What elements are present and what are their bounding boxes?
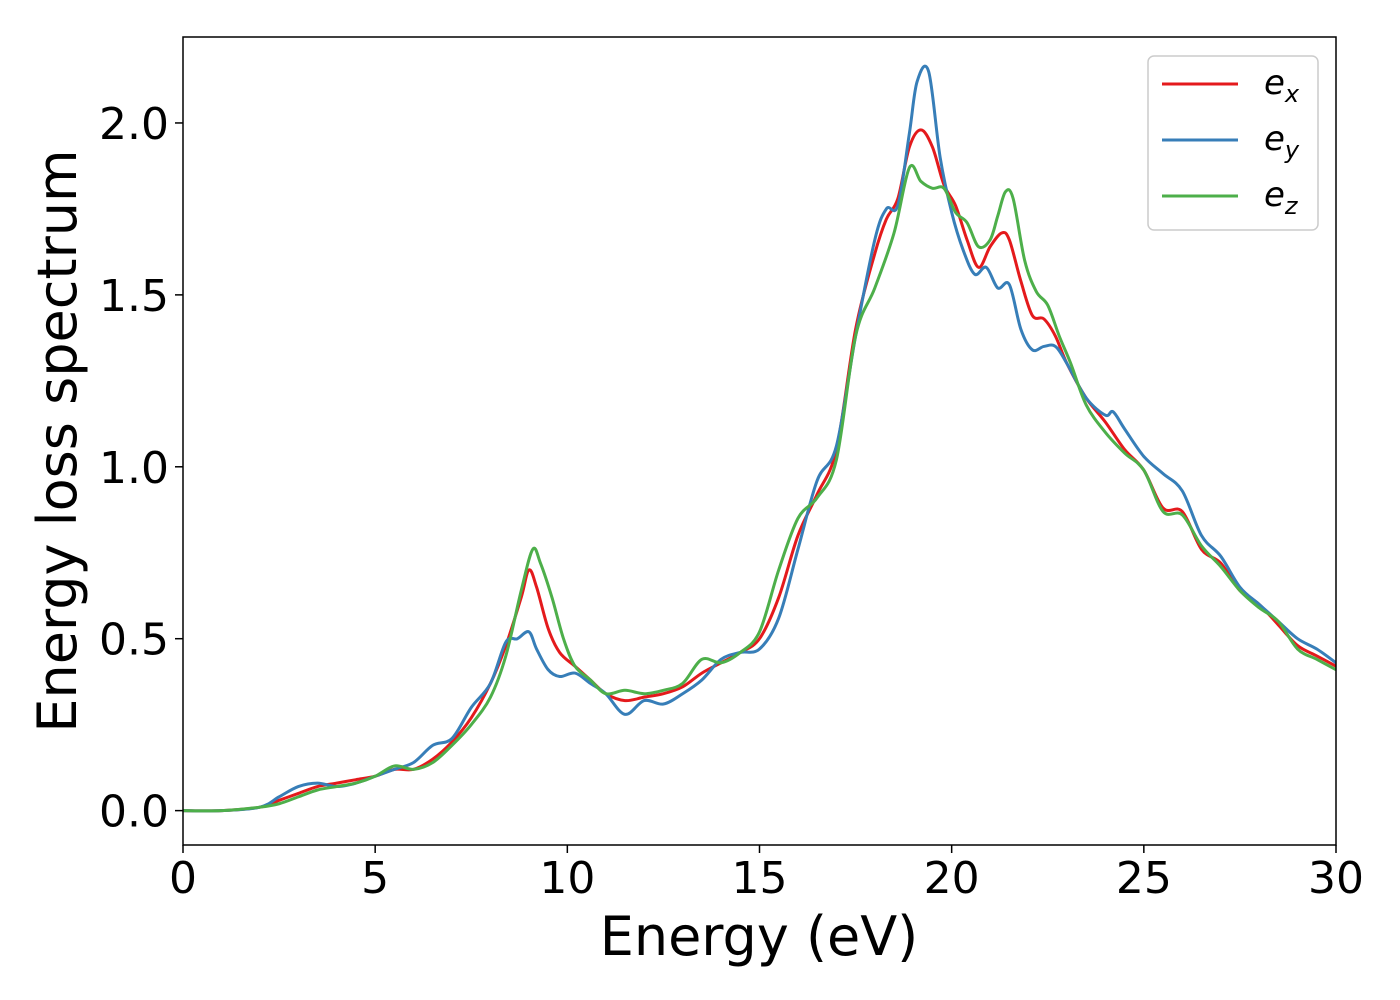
y-axis-title: Energy loss spectrum xyxy=(26,149,89,732)
legend-entry-e-x: ex xyxy=(1162,63,1300,108)
x-axis: 0 5 10 15 20 25 30 xyxy=(169,845,1364,904)
legend-label: ez xyxy=(1264,175,1299,220)
legend-entry-e-y: ey xyxy=(1162,119,1300,164)
series-line-e-z xyxy=(183,164,1336,813)
legend: ex ey ez xyxy=(1147,55,1319,231)
series-layer xyxy=(183,64,1336,813)
x-tick-label: 15 xyxy=(732,853,788,904)
x-tick-label: 25 xyxy=(1116,853,1172,904)
y-tick-label: 0.5 xyxy=(99,615,169,666)
series-line-e-x xyxy=(183,128,1336,813)
x-tick-label: 20 xyxy=(924,853,980,904)
legend-label: ex xyxy=(1264,63,1300,108)
y-axis: 0.0 0.5 1.0 1.5 2.0 xyxy=(99,99,183,838)
y-tick-label: 1.5 xyxy=(99,271,169,322)
legend-label: ey xyxy=(1264,119,1300,164)
y-tick-label: 2.0 xyxy=(99,99,169,150)
x-tick-label: 10 xyxy=(539,853,595,904)
legend-entry-e-z: ez xyxy=(1162,175,1299,220)
legend-entries: ex ey ez xyxy=(1162,63,1300,220)
x-tick-label: 5 xyxy=(361,853,389,904)
y-tick-label: 1.0 xyxy=(99,443,169,494)
series-line-e-y xyxy=(183,64,1336,813)
x-tick-label: 0 xyxy=(169,853,197,904)
x-tick-label: 30 xyxy=(1308,853,1364,904)
legend-box xyxy=(1147,55,1319,231)
x-axis-title: Energy (eV) xyxy=(600,905,919,968)
y-tick-label: 0.0 xyxy=(99,787,169,838)
